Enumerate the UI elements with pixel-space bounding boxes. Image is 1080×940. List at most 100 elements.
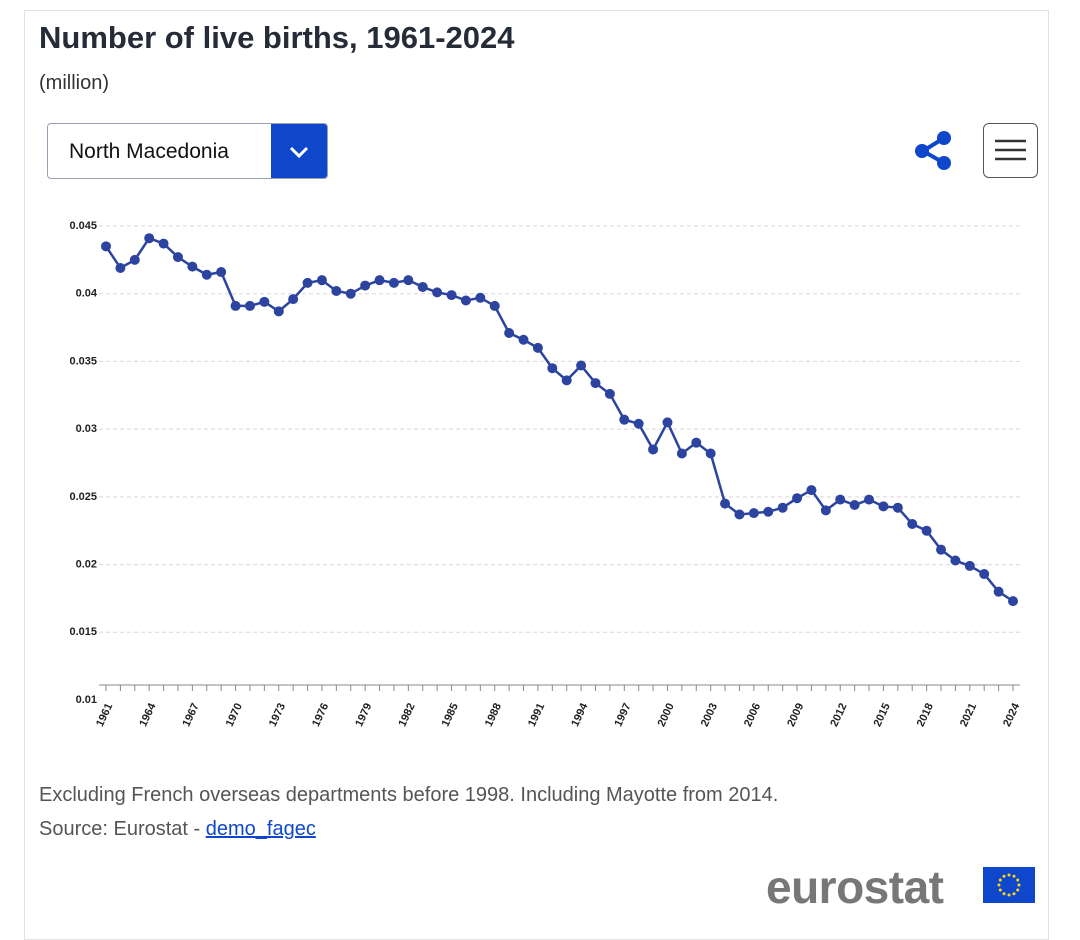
x-tick-label: 1970 <box>224 701 245 728</box>
x-tick-label: 1979 <box>353 701 374 728</box>
data-point <box>662 417 673 428</box>
data-point <box>302 277 313 288</box>
data-point <box>734 509 745 520</box>
data-point <box>273 306 284 317</box>
data-point <box>1008 596 1018 607</box>
logo-text: eurostat <box>766 861 944 913</box>
x-tick-label: 1982 <box>396 701 417 728</box>
y-tick-label: 0.04 <box>76 288 98 300</box>
x-tick-label: 2006 <box>742 701 763 728</box>
data-point <box>532 342 543 353</box>
x-tick-label: 2000 <box>656 701 677 728</box>
data-point <box>374 275 385 286</box>
x-tick-label: 1997 <box>612 701 633 728</box>
data-point <box>950 555 961 566</box>
data-point <box>345 288 356 299</box>
x-tick-label: 2018 <box>915 701 936 728</box>
data-point <box>187 261 198 272</box>
data-point <box>460 295 471 306</box>
menu-button[interactable] <box>983 123 1038 178</box>
y-tick-label: 0.035 <box>69 355 97 367</box>
share-button[interactable] <box>910 130 956 172</box>
data-point <box>172 252 183 263</box>
x-tick-label: 2003 <box>699 701 720 728</box>
dropdown-button[interactable] <box>271 124 327 178</box>
data-point <box>129 254 140 265</box>
source: Source: Eurostat - demo_fagec <box>39 818 316 841</box>
x-tick-label: 2012 <box>828 701 849 728</box>
data-point <box>907 518 918 529</box>
footnote: Excluding French overseas departments be… <box>39 784 779 806</box>
source-link[interactable]: demo_fagec <box>205 818 316 840</box>
x-tick-label: 1973 <box>267 701 288 728</box>
data-point <box>705 448 716 459</box>
data-point <box>216 267 227 278</box>
data-point <box>820 505 831 516</box>
data-point <box>144 233 155 244</box>
data-point <box>964 560 975 571</box>
data-point <box>777 502 788 513</box>
data-point <box>604 388 615 399</box>
data-point <box>936 544 947 555</box>
data-point <box>691 437 702 448</box>
data-point <box>101 241 111 252</box>
data-point <box>806 485 817 496</box>
chevron-icon <box>289 146 309 159</box>
y-tick-label: 0.015 <box>69 626 97 638</box>
x-tick-label: 1967 <box>181 701 202 728</box>
data-point <box>619 414 630 425</box>
x-tick-label: 1964 <box>137 701 159 729</box>
data-point <box>720 498 731 509</box>
data-point <box>676 448 687 459</box>
data-point <box>360 280 371 291</box>
data-point <box>518 334 529 345</box>
data-point <box>417 281 428 292</box>
data-point <box>158 238 169 249</box>
data-point <box>115 262 126 273</box>
data-point <box>633 418 644 429</box>
y-tick-label: 0.025 <box>69 491 97 503</box>
data-point <box>849 499 860 510</box>
eu-flag <box>983 867 1035 903</box>
y-tick-label: 0.02 <box>76 558 97 570</box>
data-point <box>878 501 889 512</box>
x-tick-label: 1961 <box>94 701 115 728</box>
data-point <box>489 300 500 311</box>
data-line <box>104 236 1014 603</box>
x-tick-label: 2015 <box>872 701 893 728</box>
data-point <box>864 494 875 505</box>
data-point <box>561 375 572 386</box>
y-tick-label: 0.045 <box>69 220 97 232</box>
data-point <box>259 296 270 307</box>
dropdown-value: North Macedonia <box>69 140 229 163</box>
x-tick-label: 1988 <box>483 701 504 728</box>
data-point <box>748 508 759 519</box>
data-point <box>331 286 342 297</box>
chart: 0.01 0.015 0.02 0.025 0.03 0.035 0.04 0.045 1961… <box>69 220 1023 729</box>
data-point <box>835 494 846 505</box>
data-point <box>504 327 515 338</box>
data-point <box>576 360 587 371</box>
data-point <box>590 378 601 389</box>
data-point <box>288 294 299 305</box>
data-point <box>403 275 414 286</box>
x-tick-label: 1976 <box>310 701 331 728</box>
data-point <box>388 277 399 288</box>
data-point <box>648 444 659 455</box>
data-point <box>993 586 1004 597</box>
data-point <box>547 363 558 374</box>
x-tick-label: 2024 <box>1001 701 1023 729</box>
data-point <box>921 525 932 536</box>
chart-subtitle: (million) <box>39 72 109 94</box>
data-point <box>792 493 803 504</box>
y-tick-label: 0.01 <box>76 694 97 706</box>
y-tick-label: 0.03 <box>76 423 97 435</box>
chart-title: Number of live births, 1961-2024 <box>39 20 515 55</box>
x-tick-label: 1991 <box>526 701 547 728</box>
data-point <box>979 569 990 580</box>
source-prefix: Source: Eurostat - <box>39 818 201 840</box>
data-point <box>432 287 443 298</box>
country-dropdown[interactable]: North Macedonia <box>47 123 328 179</box>
data-point <box>892 502 903 513</box>
